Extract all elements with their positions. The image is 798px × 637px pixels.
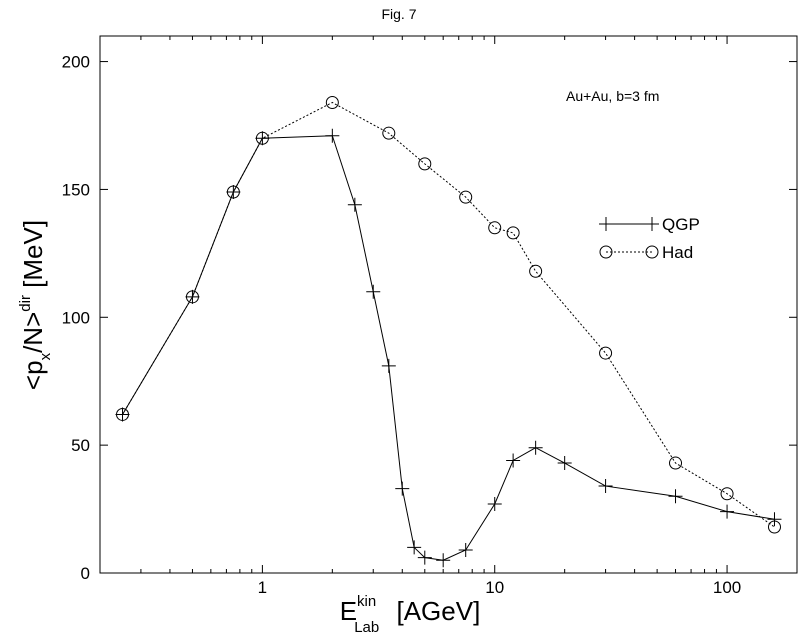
data-point-qgp — [720, 504, 735, 519]
data-point-qgp — [395, 481, 410, 496]
figure-label: Fig. 7 — [381, 6, 417, 22]
legend-marker-qgp — [599, 217, 613, 231]
data-point-qgp — [436, 553, 451, 568]
data-point-qgp — [185, 289, 200, 304]
data-point-had — [669, 456, 683, 470]
y-tick-label: 150 — [62, 180, 90, 199]
legend-entry-qgp: QGP — [599, 215, 700, 234]
data-point-qgp — [325, 128, 340, 143]
data-point-had — [382, 126, 396, 140]
series-layer — [115, 95, 782, 568]
data-point-qgp — [767, 512, 782, 527]
y-tick-label: 200 — [62, 53, 90, 72]
legend-entry-had: Had — [599, 243, 693, 262]
data-point-qgp — [115, 407, 130, 422]
legend: QGP Had — [599, 215, 700, 262]
plot-frame — [99, 35, 798, 574]
axes: 0 50 100 150 200 1 10 100 Ekin Lab [AGeV] <px/N>di… — [17, 36, 798, 636]
series-line-had — [122, 101, 775, 528]
y-tick-label: 100 — [62, 308, 90, 327]
series-qgp — [115, 128, 782, 568]
data-point-had — [720, 487, 734, 501]
data-point-had — [459, 190, 473, 204]
data-point-qgp — [347, 197, 362, 212]
x-axis-label: Ekin Lab [AGeV] — [340, 593, 481, 636]
data-point-had — [325, 95, 339, 109]
data-point-qgp — [417, 550, 432, 565]
data-point-qgp — [598, 479, 613, 494]
data-point-qgp — [366, 284, 381, 299]
data-point-had — [599, 346, 613, 360]
chart-annotation: Au+Au, b=3 fm — [566, 88, 659, 104]
data-point-qgp — [557, 456, 572, 471]
y-axis-label: <px/N>dir [MeV] — [17, 220, 54, 390]
data-point-qgp — [506, 453, 521, 468]
y-tick-label: 50 — [71, 436, 90, 455]
data-point-qgp — [458, 542, 473, 557]
data-point-had — [506, 226, 520, 240]
legend-marker-had — [645, 245, 659, 259]
data-point-had — [488, 221, 502, 235]
data-point-qgp — [381, 358, 396, 373]
legend-label-qgp: QGP — [662, 215, 700, 234]
plot-border — [99, 35, 798, 574]
x-tick-label: 100 — [713, 578, 741, 597]
data-point-qgp — [487, 496, 502, 511]
legend-marker-qgp — [645, 217, 659, 231]
data-point-had — [529, 264, 543, 278]
x-tick-label: 10 — [485, 578, 504, 597]
data-point-qgp — [255, 131, 270, 146]
x-tick-label: 1 — [258, 578, 267, 597]
y-tick-label: 0 — [81, 564, 90, 583]
data-point-qgp — [407, 540, 422, 555]
data-point-had — [418, 157, 432, 171]
legend-label-had: Had — [662, 243, 693, 262]
data-point-qgp — [528, 440, 543, 455]
legend-marker-had — [599, 245, 613, 259]
data-point-qgp — [668, 489, 683, 504]
data-point-qgp — [226, 184, 241, 199]
series-had — [116, 95, 781, 534]
